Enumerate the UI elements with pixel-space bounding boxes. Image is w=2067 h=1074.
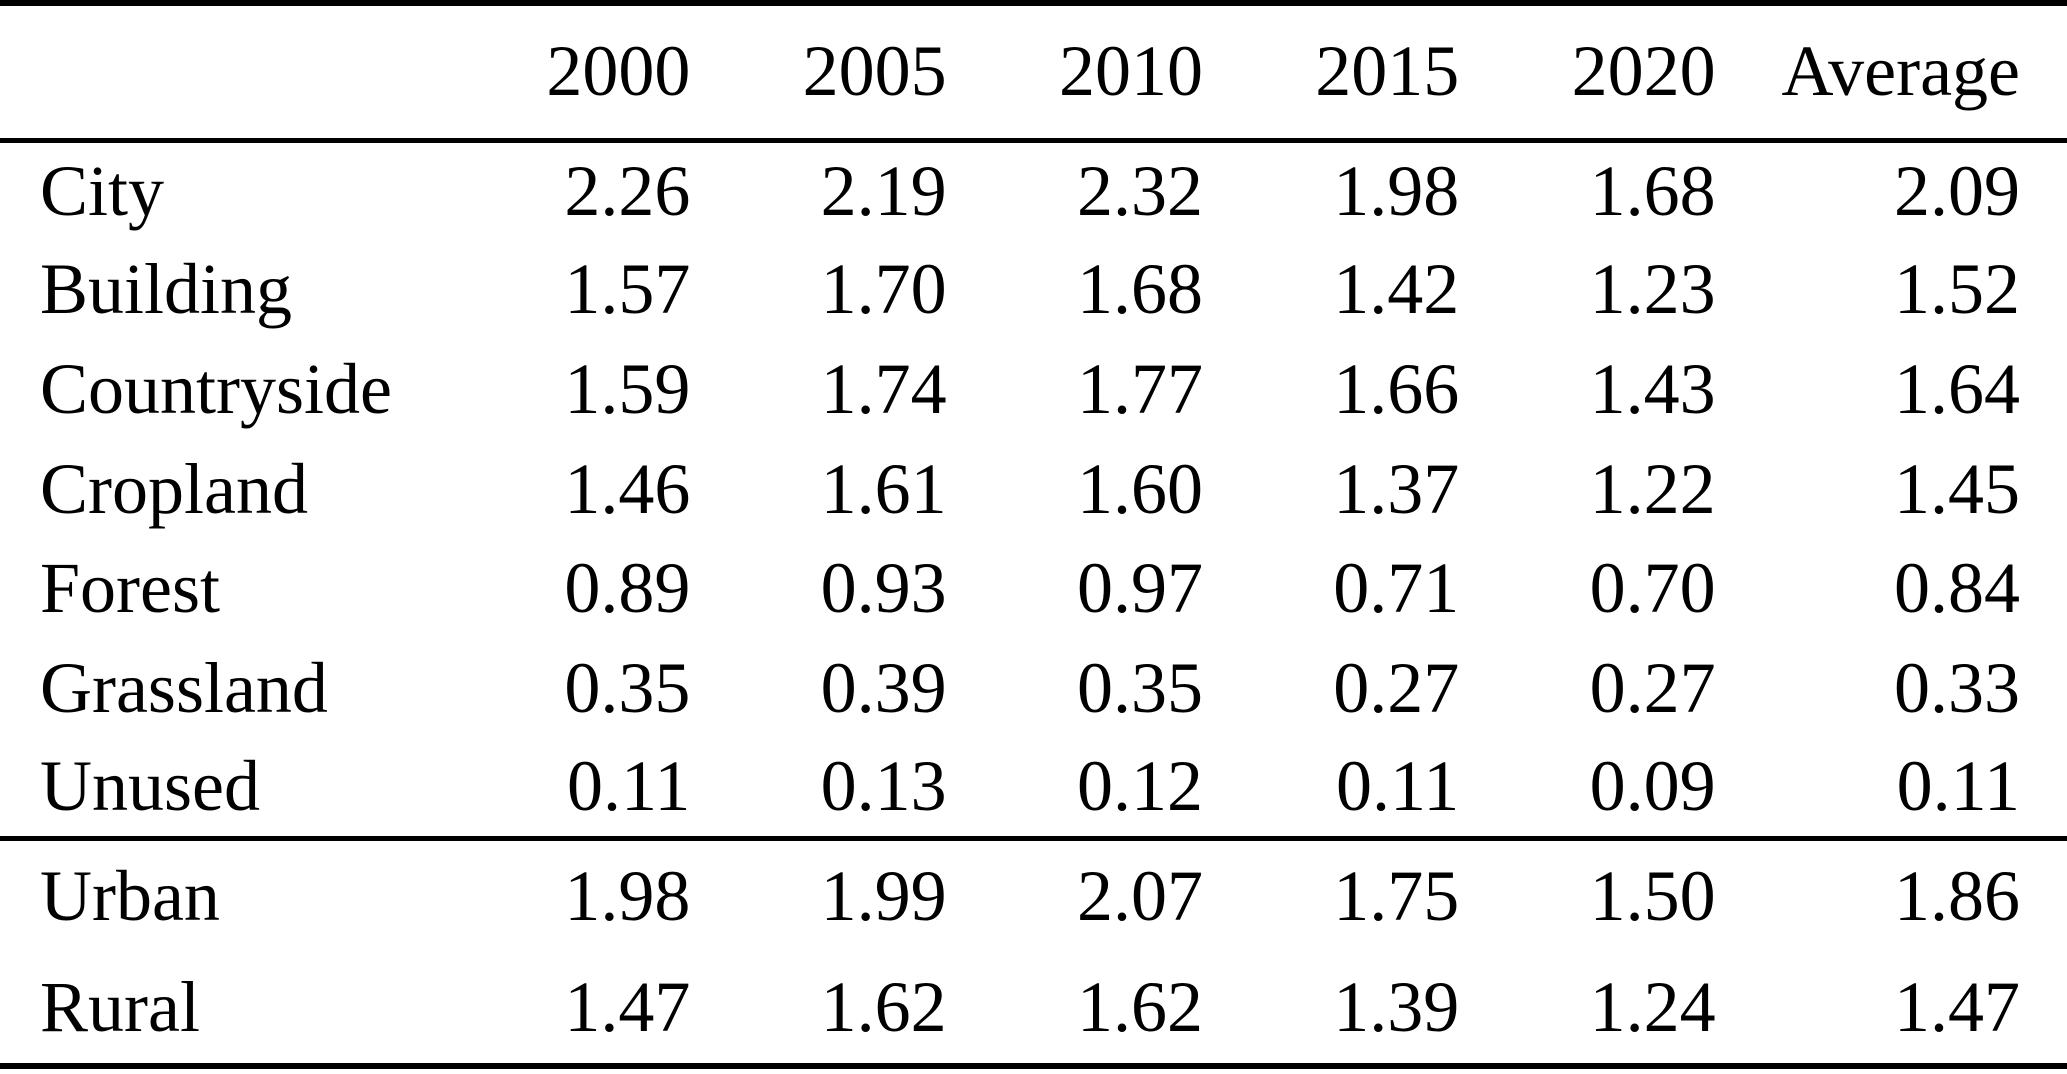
table-header: 2000 2005 2010 2015 2020 Average	[0, 3, 2067, 140]
data-cell: 0.35	[1076, 647, 1203, 728]
data-cell: 1.43	[1589, 348, 1716, 429]
data-cell: 0.12	[1076, 746, 1203, 827]
data-cell: 1.59	[564, 348, 691, 429]
data-cell: 1.68	[1589, 150, 1716, 231]
data-cell: 0.11	[1335, 746, 1460, 827]
data-cell: 1.61	[820, 448, 947, 529]
data-cell: 1.75	[1333, 855, 1460, 936]
data-cell: 0.27	[1333, 647, 1460, 728]
table-row: Building 1.57 1.70 1.68 1.42 1.23 1.52	[0, 240, 2067, 340]
row-label: Grassland	[40, 647, 328, 728]
data-cell: 0.09	[1589, 746, 1716, 827]
data-cell: 2.07	[1076, 855, 1203, 936]
row-label: Unused	[40, 746, 260, 827]
data-cell: 1.52	[1894, 249, 2020, 330]
data-cell: 1.77	[1076, 348, 1203, 429]
table-row: Cropland 1.46 1.61 1.60 1.37 1.22 1.45	[0, 439, 2067, 539]
header-row: 2000 2005 2010 2015 2020 Average	[0, 3, 2067, 140]
table-row: Urban 1.98 1.99 2.07 1.75 1.50 1.86	[0, 838, 2067, 952]
data-cell: 1.24	[1589, 967, 1716, 1047]
data-cell: 0.71	[1333, 548, 1460, 629]
data-cell: 1.45	[1894, 448, 2020, 529]
data-cell: 1.68	[1076, 249, 1203, 330]
data-cell: 1.47	[564, 967, 691, 1047]
row-label: Forest	[40, 548, 220, 629]
data-cell: 2.26	[564, 150, 691, 231]
table-row: Rural 1.47 1.62 1.62 1.39 1.24 1.47	[0, 952, 2067, 1066]
data-cell: 1.60	[1076, 448, 1203, 529]
urban-rural-section: Urban 1.98 1.99 2.07 1.75 1.50 1.86 Rura…	[0, 838, 2067, 1066]
data-cell: 0.89	[564, 548, 691, 629]
data-cell: 0.11	[567, 746, 691, 827]
data-cell: 1.46	[564, 448, 691, 529]
column-header-2020: 2020	[1571, 31, 1716, 112]
data-cell: 1.57	[564, 249, 691, 330]
data-cell: 2.32	[1076, 150, 1203, 231]
data-cell: 1.74	[820, 348, 947, 429]
data-cell: 1.23	[1589, 249, 1716, 330]
data-cell: 1.70	[820, 249, 947, 330]
table-row: City 2.26 2.19 2.32 1.98 1.68 2.09	[0, 140, 2067, 240]
data-cell: 0.11	[1896, 746, 2020, 827]
data-cell: 1.98	[564, 855, 691, 936]
row-label: Countryside	[40, 348, 392, 429]
column-header-2000: 2000	[546, 31, 691, 112]
data-cell: 1.64	[1894, 348, 2020, 429]
column-header-average: Average	[1781, 31, 2021, 112]
column-header-blank	[0, 3, 434, 140]
table-row: Unused 0.11 0.13 0.12 0.11 0.09 0.11	[0, 738, 2067, 838]
data-cell: 2.19	[820, 150, 947, 231]
land-class-section: City 2.26 2.19 2.32 1.98 1.68 2.09 Build…	[0, 140, 2067, 838]
row-label: Rural	[40, 967, 200, 1047]
data-cell: 0.93	[820, 548, 947, 629]
data-cell: 0.97	[1076, 548, 1203, 629]
data-cell: 1.86	[1894, 855, 2020, 936]
data-cell: 1.47	[1894, 967, 2020, 1047]
data-cell: 1.99	[820, 855, 947, 936]
row-label: Cropland	[40, 448, 308, 529]
data-cell: 1.37	[1333, 448, 1460, 529]
column-header-2005: 2005	[802, 31, 947, 112]
data-cell: 1.98	[1333, 150, 1460, 231]
data-cell: 0.84	[1894, 548, 2020, 629]
data-cell: 2.09	[1894, 150, 2020, 231]
data-cell: 0.35	[564, 647, 691, 728]
data-cell: 0.70	[1589, 548, 1716, 629]
column-header-2015: 2015	[1315, 31, 1460, 112]
data-cell: 1.50	[1589, 855, 1716, 936]
data-cell: 0.13	[820, 746, 947, 827]
data-cell: 0.27	[1589, 647, 1716, 728]
data-cell: 1.39	[1333, 967, 1460, 1047]
data-cell: 0.33	[1894, 647, 2020, 728]
table-row: Forest 0.89 0.93 0.97 0.71 0.70 0.84	[0, 539, 2067, 639]
column-header-2010: 2010	[1058, 31, 1203, 112]
data-cell: 1.42	[1333, 249, 1460, 330]
table-row: Grassland 0.35 0.39 0.35 0.27 0.27 0.33	[0, 639, 2067, 739]
data-cell: 1.66	[1333, 348, 1460, 429]
data-cell: 1.62	[820, 967, 947, 1047]
data-cell: 1.22	[1589, 448, 1716, 529]
data-cell: 0.39	[820, 647, 947, 728]
row-label: City	[40, 150, 165, 231]
row-label: Building	[40, 249, 293, 330]
data-cell: 1.62	[1076, 967, 1203, 1047]
table-row: Countryside 1.59 1.74 1.77 1.66 1.43 1.6…	[0, 339, 2067, 439]
row-label: Urban	[40, 855, 220, 936]
